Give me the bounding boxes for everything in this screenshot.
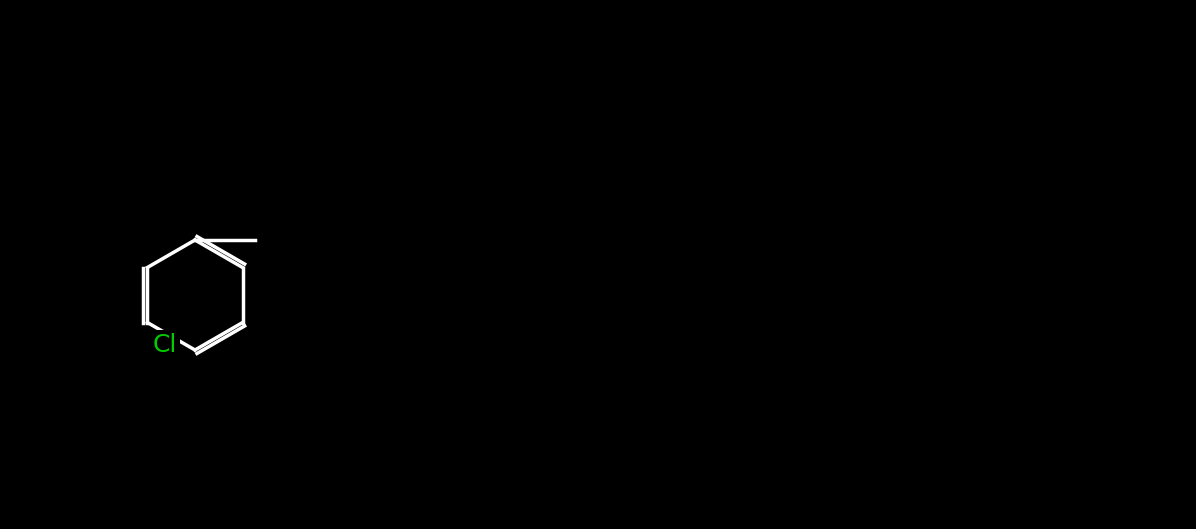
Text: Cl: Cl [153, 333, 177, 357]
